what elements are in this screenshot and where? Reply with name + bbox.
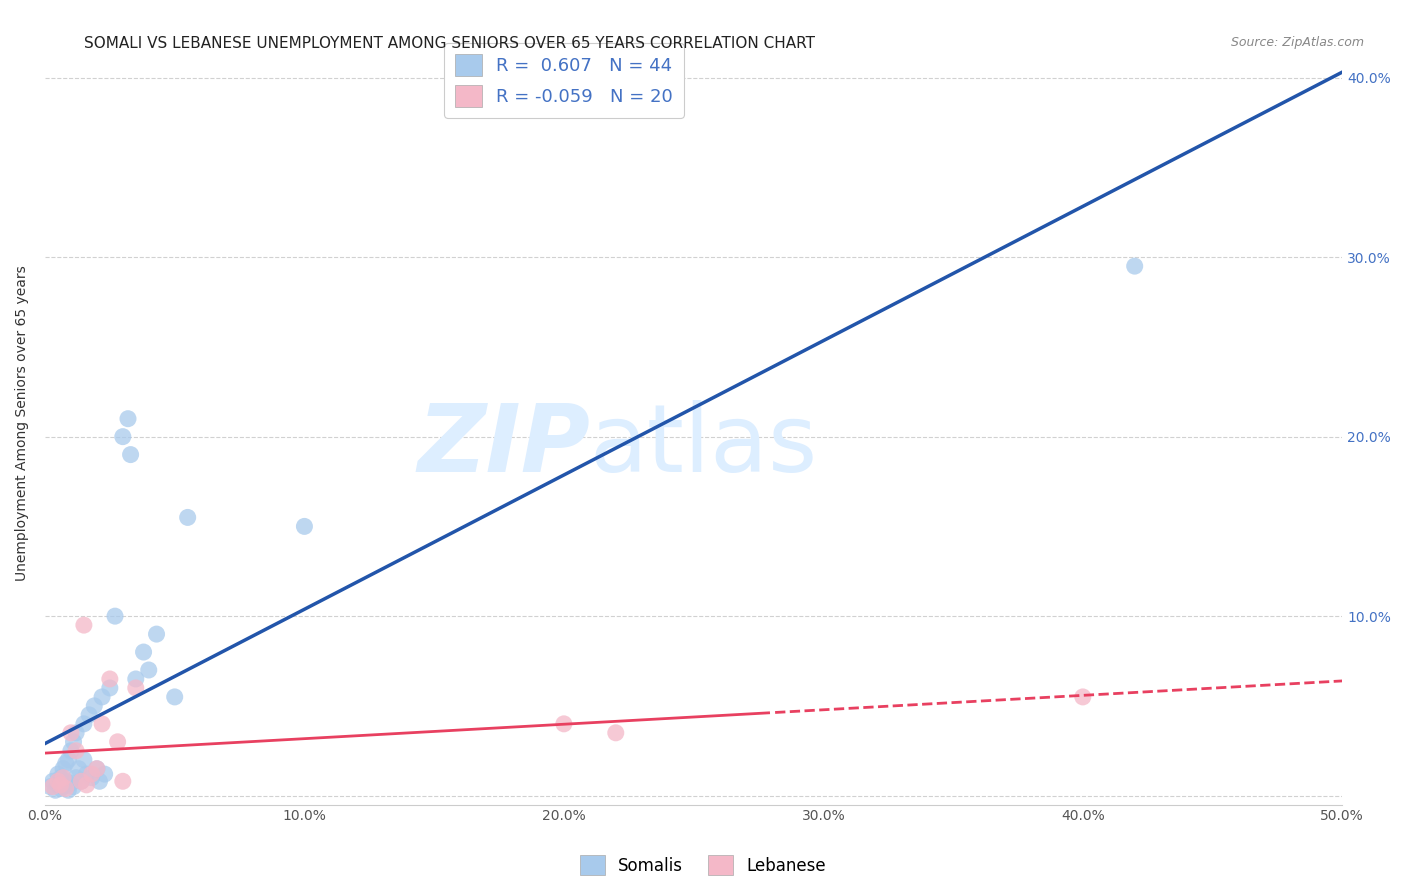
Point [70, 774, 93, 789]
Point [59, 776, 82, 790]
Point [73, 716, 96, 731]
Point [49, 781, 72, 796]
Point [76, 778, 98, 792]
Point [98, 672, 121, 686]
Point [86, 762, 108, 776]
Point [58, 753, 80, 767]
Point [39, 780, 62, 794]
Point [86, 762, 108, 776]
Point [62, 735, 84, 749]
Point [132, 645, 155, 659]
Point [117, 411, 139, 425]
Point [44, 783, 66, 797]
Point [145, 627, 167, 641]
Y-axis label: Unemployment Among Seniors over 65 years: Unemployment Among Seniors over 65 years [15, 265, 30, 581]
Point [80, 767, 103, 781]
Point [98, 681, 121, 695]
Point [46, 774, 69, 789]
Point [89, 774, 111, 789]
Point [77, 707, 100, 722]
Point [93, 767, 115, 781]
Point [49, 778, 72, 792]
Point [65, 726, 87, 740]
Point [55, 774, 77, 789]
Point [76, 767, 98, 781]
Point [91, 716, 114, 731]
Legend: R =  0.607   N = 44, R = -0.059   N = 20: R = 0.607 N = 44, R = -0.059 N = 20 [444, 43, 683, 118]
Legend: Somalis, Lebanese: Somalis, Lebanese [574, 848, 832, 882]
Point [70, 774, 93, 789]
Point [138, 663, 160, 677]
Point [80, 771, 103, 785]
Point [67, 762, 90, 776]
Point [91, 690, 114, 704]
Point [83, 698, 105, 713]
Point [59, 744, 82, 758]
Point [52, 771, 75, 785]
Point [120, 448, 142, 462]
Point [111, 430, 134, 444]
Text: Source: ZipAtlas.com: Source: ZipAtlas.com [1230, 36, 1364, 49]
Point [42, 774, 65, 789]
Point [1071, 690, 1094, 704]
Point [605, 726, 627, 740]
Point [125, 672, 148, 686]
Text: atlas: atlas [591, 401, 818, 492]
Point [55, 781, 77, 796]
Point [62, 780, 84, 794]
Point [104, 609, 127, 624]
Point [111, 774, 134, 789]
Point [59, 726, 82, 740]
Text: ZIP: ZIP [418, 401, 591, 492]
Point [107, 735, 129, 749]
Point [73, 618, 96, 632]
Point [55, 756, 77, 771]
Point [58, 783, 80, 797]
Point [52, 762, 75, 776]
Point [46, 767, 69, 781]
Point [46, 778, 69, 792]
Point [65, 771, 87, 785]
Point [176, 510, 198, 524]
Point [163, 690, 186, 704]
Point [49, 771, 72, 785]
Point [65, 744, 87, 758]
Point [73, 753, 96, 767]
Point [553, 716, 575, 731]
Text: SOMALI VS LEBANESE UNEMPLOYMENT AMONG SENIORS OVER 65 YEARS CORRELATION CHART: SOMALI VS LEBANESE UNEMPLOYMENT AMONG SE… [84, 36, 815, 51]
Point [294, 519, 316, 533]
Point [125, 681, 148, 695]
Point [42, 780, 65, 794]
Point [1123, 259, 1146, 273]
Point [52, 780, 75, 794]
